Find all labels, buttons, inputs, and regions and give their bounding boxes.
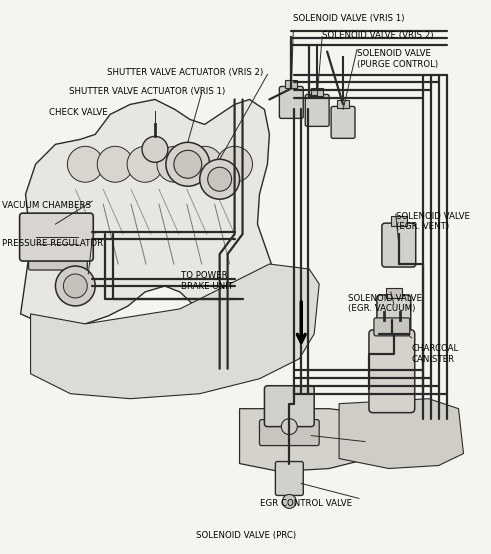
FancyBboxPatch shape bbox=[382, 223, 416, 267]
FancyBboxPatch shape bbox=[20, 213, 93, 261]
Circle shape bbox=[127, 146, 163, 182]
FancyBboxPatch shape bbox=[377, 295, 411, 337]
Circle shape bbox=[97, 146, 133, 182]
Text: SOLENOID VALVE (VRIS 2): SOLENOID VALVE (VRIS 2) bbox=[322, 31, 434, 40]
Text: SOLENOID VALVE
(EGR. VENT): SOLENOID VALVE (EGR. VENT) bbox=[396, 212, 469, 231]
Text: SHUTTER VALVE ACTUATOR (VRIS 1): SHUTTER VALVE ACTUATOR (VRIS 1) bbox=[69, 88, 225, 96]
Text: TO POWER
BRAKE UNIT: TO POWER BRAKE UNIT bbox=[181, 271, 233, 291]
Circle shape bbox=[142, 136, 168, 162]
Polygon shape bbox=[21, 100, 272, 326]
Polygon shape bbox=[30, 264, 319, 399]
Circle shape bbox=[67, 146, 103, 182]
Polygon shape bbox=[240, 409, 379, 471]
Circle shape bbox=[281, 419, 297, 434]
Circle shape bbox=[55, 266, 95, 306]
Circle shape bbox=[166, 142, 210, 186]
Circle shape bbox=[174, 150, 202, 178]
FancyBboxPatch shape bbox=[331, 106, 355, 138]
Circle shape bbox=[208, 167, 232, 191]
Text: SOLENOID VALVE (VRIS 1): SOLENOID VALVE (VRIS 1) bbox=[293, 14, 405, 23]
FancyBboxPatch shape bbox=[369, 330, 415, 413]
Circle shape bbox=[157, 146, 193, 182]
Text: SHUTTER VALVE ACTUATOR (VRIS 2): SHUTTER VALVE ACTUATOR (VRIS 2) bbox=[107, 68, 264, 77]
FancyBboxPatch shape bbox=[265, 386, 314, 427]
Circle shape bbox=[63, 274, 87, 298]
Polygon shape bbox=[339, 399, 464, 469]
Bar bbox=[285, 80, 297, 89]
FancyBboxPatch shape bbox=[28, 251, 87, 270]
Text: PRESSURE REGULATOR: PRESSURE REGULATOR bbox=[1, 239, 103, 248]
FancyBboxPatch shape bbox=[259, 419, 319, 445]
Circle shape bbox=[187, 146, 222, 182]
Text: SOLENOID VALVE (PRC): SOLENOID VALVE (PRC) bbox=[196, 531, 296, 540]
FancyBboxPatch shape bbox=[275, 461, 303, 495]
Bar bbox=[311, 89, 323, 96]
Text: SOLENOID VALVE
(EGR. VACUUM): SOLENOID VALVE (EGR. VACUUM) bbox=[348, 294, 422, 313]
Circle shape bbox=[200, 160, 240, 199]
Text: VACUUM CHAMBERS: VACUUM CHAMBERS bbox=[1, 201, 91, 210]
Circle shape bbox=[282, 495, 296, 509]
FancyBboxPatch shape bbox=[279, 86, 303, 119]
Bar bbox=[391, 216, 407, 226]
Text: EGR CONTROL VALVE: EGR CONTROL VALVE bbox=[260, 499, 352, 508]
FancyBboxPatch shape bbox=[305, 95, 329, 126]
Bar bbox=[337, 100, 349, 109]
Text: SOLENOID VALVE
(PURGE CONTROL): SOLENOID VALVE (PURGE CONTROL) bbox=[357, 49, 438, 69]
Bar bbox=[386, 288, 402, 298]
FancyBboxPatch shape bbox=[374, 318, 410, 336]
Text: CHARCOAL
CANISTER: CHARCOAL CANISTER bbox=[411, 345, 459, 364]
Text: CHECK VALVE: CHECK VALVE bbox=[49, 108, 108, 117]
Circle shape bbox=[217, 146, 252, 182]
